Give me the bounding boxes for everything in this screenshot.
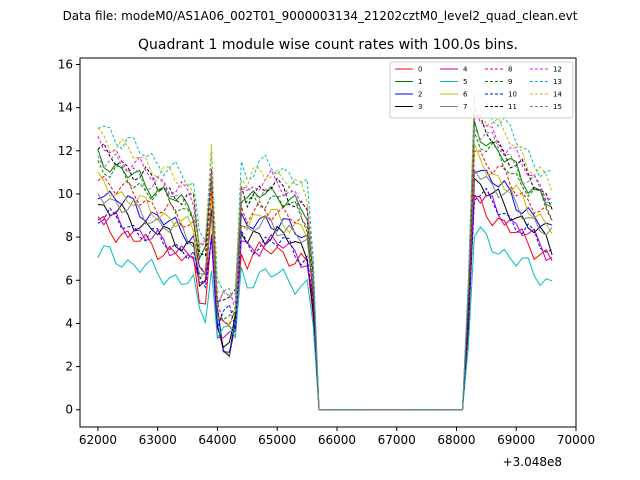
y-axis: 0 2 4 6 8 10 12 14 16 [58,57,80,417]
x-tick-label: 70000 [557,433,595,447]
x-tick-label: 65000 [258,433,296,447]
series-line-2 [97,169,553,411]
series-line-6 [97,143,553,411]
y-tick-label: 6 [65,273,73,287]
legend-label-13: 13 [553,78,562,86]
y-tick-label: 12 [58,144,73,158]
series-line-9 [97,131,553,411]
x-tick-label: 67000 [378,433,416,447]
y-tick-label: 16 [58,57,73,71]
x-offset-label: +3.048e8 [503,455,562,469]
legend-label-4: 4 [463,66,468,74]
series-line-15 [97,127,553,411]
series-line-10 [97,187,553,411]
series-line-1 [97,121,553,411]
legend-label-8: 8 [508,66,512,74]
legend-label-2: 2 [418,91,422,99]
y-tick-label: 8 [65,230,73,244]
x-tick-label: 69000 [497,433,535,447]
plot-lines [97,93,553,411]
x-tick-label: 68000 [437,433,475,447]
x-axis: 62000 63000 64000 65000 66000 67000 68000 69000… [79,427,595,447]
legend-label-11: 11 [508,103,517,111]
legend-label-14: 14 [553,91,562,99]
y-tick-label: 4 [65,316,73,330]
legend-label-7: 7 [463,103,467,111]
legend-label-15: 15 [553,103,562,111]
legend-label-5: 5 [463,78,467,86]
series-line-12 [97,105,553,411]
x-tick-label: 64000 [198,433,236,447]
x-tick-label: 66000 [318,433,356,447]
legend-label-6: 6 [463,91,468,99]
legend-label-3: 3 [418,103,422,111]
legend-label-0: 0 [418,66,422,74]
chart-title: Quadrant 1 module wise count rates with … [138,37,518,53]
legend-label-9: 9 [508,78,512,86]
series-line-3 [97,177,553,411]
series-line-8 [97,150,553,411]
series-line-5 [97,226,553,411]
y-tick-label: 14 [58,101,73,115]
y-tick-label: 10 [58,187,73,201]
figure-suptitle: Data file: modeM0/AS1A06_002T01_90000031… [63,9,578,23]
legend-label-10: 10 [508,91,517,99]
legend-frame [389,61,574,119]
plot-frame [79,57,577,428]
x-tick-label: 63000 [139,433,177,447]
y-tick-label: 2 [65,360,73,374]
x-tick-label: 62000 [79,433,117,447]
series-line-7 [97,168,553,411]
legend-label-1: 1 [418,78,422,86]
y-tick-label: 0 [65,403,73,417]
legend-label-12: 12 [553,66,562,74]
